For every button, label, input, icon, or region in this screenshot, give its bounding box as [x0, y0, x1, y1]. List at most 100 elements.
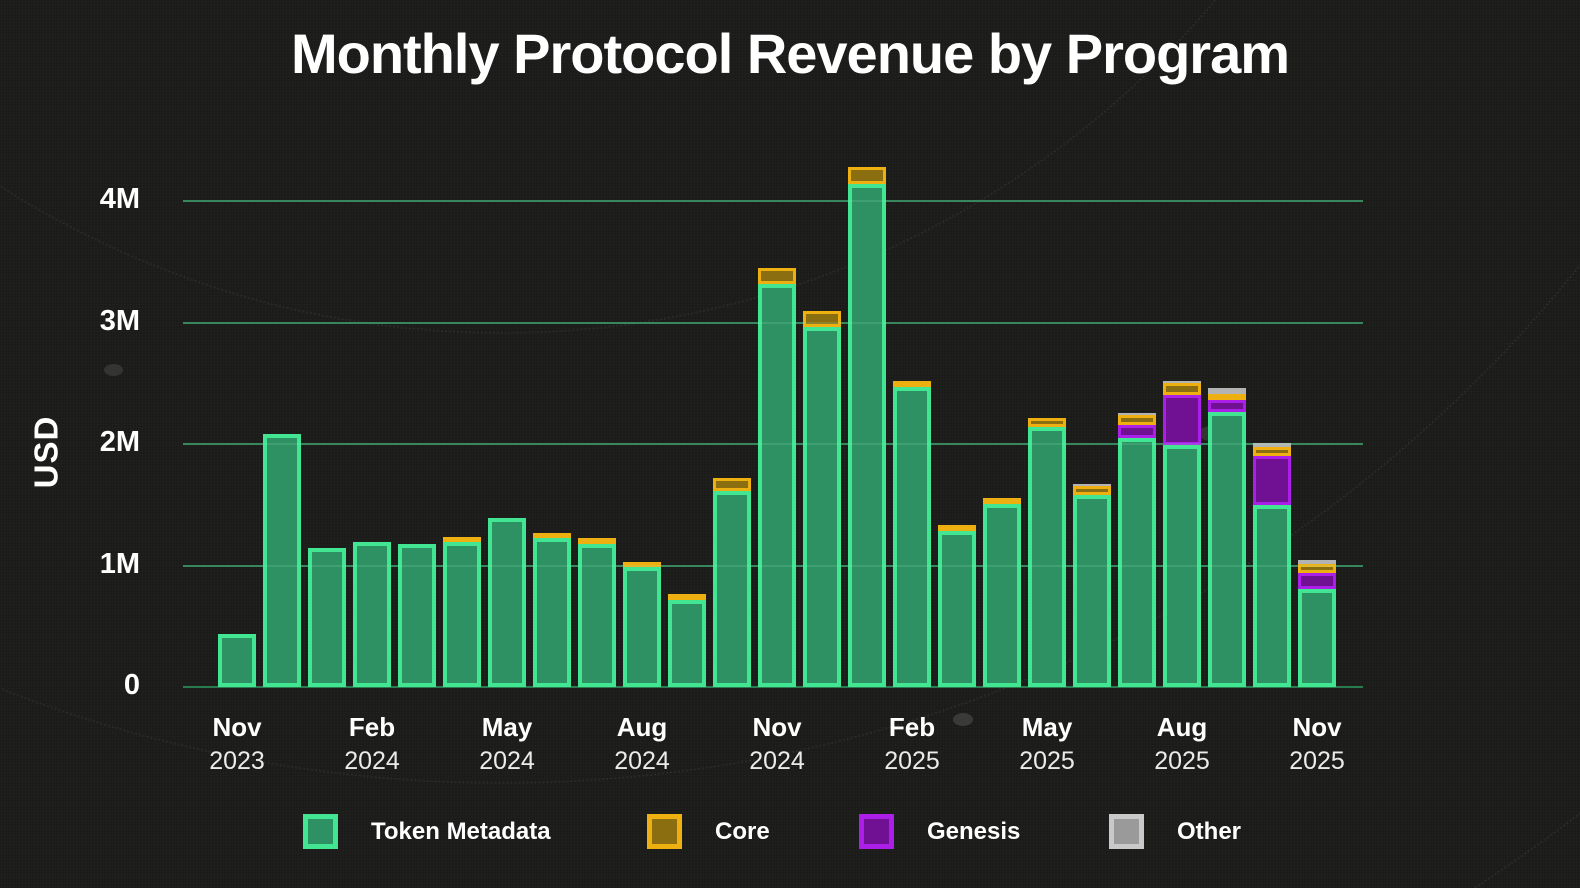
x-tick-month: Feb: [348, 712, 396, 742]
bar-feb-2024: [353, 542, 391, 687]
segment-token-metadata-nov-2024: [758, 284, 796, 687]
legend-item-token_metadata: Token Metadata: [303, 814, 551, 849]
segment-token-metadata-dec-2023: [263, 434, 301, 687]
bar-jun-2025: [1073, 484, 1111, 687]
segment-core-oct-2024: [713, 478, 751, 491]
segment-token-metadata-may-2025: [1028, 427, 1066, 687]
bar-dec-2024: [803, 311, 841, 687]
x-tick-aug-2024: Aug 2024: [567, 712, 717, 776]
legend-label-core: Core: [715, 817, 770, 845]
segment-core-oct-2025: [1253, 447, 1291, 456]
gridline-overlay-3M: [183, 322, 1363, 324]
x-tick-month: Aug: [1156, 712, 1208, 742]
segment-token-metadata-nov-2025: [1298, 589, 1336, 687]
x-tick-year: 2025: [1289, 747, 1345, 775]
segment-core-aug-2025: [1163, 383, 1201, 395]
segment-token-metadata-nov-2023: [218, 634, 256, 687]
legend-item-core: Core: [647, 814, 770, 849]
bar-may-2025: [1028, 418, 1066, 687]
segment-other-oct-2025: [1253, 443, 1291, 447]
x-tick-year: 2025: [884, 747, 940, 775]
bar-feb-2025: [893, 381, 931, 687]
decorative-dot: [104, 364, 123, 376]
legend-item-genesis: Genesis: [859, 814, 1020, 849]
x-tick-month: May: [1021, 712, 1073, 742]
segment-token-metadata-mar-2025: [938, 531, 976, 687]
segment-token-metadata-mar-2024: [398, 544, 436, 687]
segment-core-jan-2025: [848, 167, 886, 184]
segment-other-aug-2025: [1163, 381, 1201, 383]
segment-other-jul-2025: [1118, 413, 1156, 415]
segment-token-metadata-jul-2025: [1118, 438, 1156, 687]
bar-nov-2024: [758, 268, 796, 687]
segment-token-metadata-aug-2025: [1163, 445, 1201, 687]
x-tick-aug-2025: Aug 2025: [1107, 712, 1257, 776]
segment-genesis-sep-2025: [1208, 400, 1246, 412]
segment-token-metadata-jun-2024: [533, 538, 571, 687]
segment-token-metadata-feb-2024: [353, 542, 391, 687]
y-tick-4M: 4M: [99, 183, 140, 215]
legend-label-token_metadata: Token Metadata: [371, 817, 551, 845]
bar-aug-2025: [1163, 381, 1201, 687]
segment-token-metadata-oct-2025: [1253, 505, 1291, 687]
segment-core-apr-2025: [983, 498, 1021, 504]
bar-jul-2024: [578, 538, 616, 687]
bar-mar-2024: [398, 544, 436, 687]
x-tick-month: Nov: [1292, 712, 1342, 742]
legend-item-other: Other: [1109, 814, 1241, 849]
segment-core-jun-2024: [533, 533, 571, 538]
bar-aug-2024: [623, 562, 661, 687]
bar-mar-2025: [938, 525, 976, 687]
x-tick-nov-2025: Nov 2025: [1242, 712, 1392, 776]
bar-jun-2024: [533, 533, 571, 687]
segment-token-metadata-dec-2024: [803, 327, 841, 687]
segment-core-sep-2024: [668, 594, 706, 600]
bar-jul-2025: [1118, 413, 1156, 687]
segment-other-nov-2025: [1298, 560, 1336, 564]
legend-swatch-other: [1109, 814, 1144, 849]
x-tick-month: May: [481, 712, 533, 742]
segment-other-jun-2025: [1073, 484, 1111, 486]
x-tick-nov-2024: Nov 2024: [702, 712, 852, 776]
segment-core-nov-2024: [758, 268, 796, 284]
x-tick-year: 2024: [749, 747, 805, 775]
legend-swatch-genesis: [859, 814, 894, 849]
x-tick-year: 2024: [614, 747, 670, 775]
gridline-4M: [183, 200, 1363, 202]
x-tick-year: 2024: [344, 747, 400, 775]
x-tick-year: 2025: [1154, 747, 1210, 775]
x-axis-baseline: [183, 686, 1363, 688]
gridline-overlay-1M: [183, 565, 1363, 567]
y-tick-1M: 1M: [99, 548, 140, 580]
y-tick-3M: 3M: [99, 305, 140, 337]
bar-jan-2024: [308, 548, 346, 687]
bar-nov-2023: [218, 634, 256, 687]
bar-dec-2023: [263, 434, 301, 687]
bar-may-2024: [488, 518, 526, 687]
segment-genesis-aug-2025: [1163, 395, 1201, 445]
bar-jan-2025: [848, 167, 886, 687]
segment-other-sep-2025: [1208, 388, 1246, 394]
segment-genesis-nov-2025: [1298, 573, 1336, 589]
segment-token-metadata-sep-2024: [668, 600, 706, 687]
segment-token-metadata-apr-2025: [983, 504, 1021, 687]
x-tick-feb-2024: Feb 2024: [297, 712, 447, 776]
bar-sep-2025: [1208, 388, 1246, 687]
x-tick-month: Aug: [616, 712, 668, 742]
x-tick-nov-2023: Nov 2023: [162, 712, 312, 776]
x-tick-feb-2025: Feb 2025: [837, 712, 987, 776]
segment-core-dec-2024: [803, 311, 841, 327]
gridline-overlay-4M: [183, 200, 1363, 202]
segment-genesis-oct-2025: [1253, 456, 1291, 505]
bar-oct-2024: [713, 478, 751, 687]
segment-core-jul-2024: [578, 538, 616, 544]
x-tick-year: 2025: [1019, 747, 1075, 775]
x-tick-month: Nov: [212, 712, 262, 742]
x-tick-month: Nov: [752, 712, 802, 742]
segment-genesis-jul-2025: [1118, 425, 1156, 438]
bar-sep-2024: [668, 594, 706, 687]
segment-core-feb-2025: [893, 381, 931, 387]
segment-token-metadata-jun-2025: [1073, 495, 1111, 687]
segment-core-jun-2025: [1073, 486, 1111, 495]
